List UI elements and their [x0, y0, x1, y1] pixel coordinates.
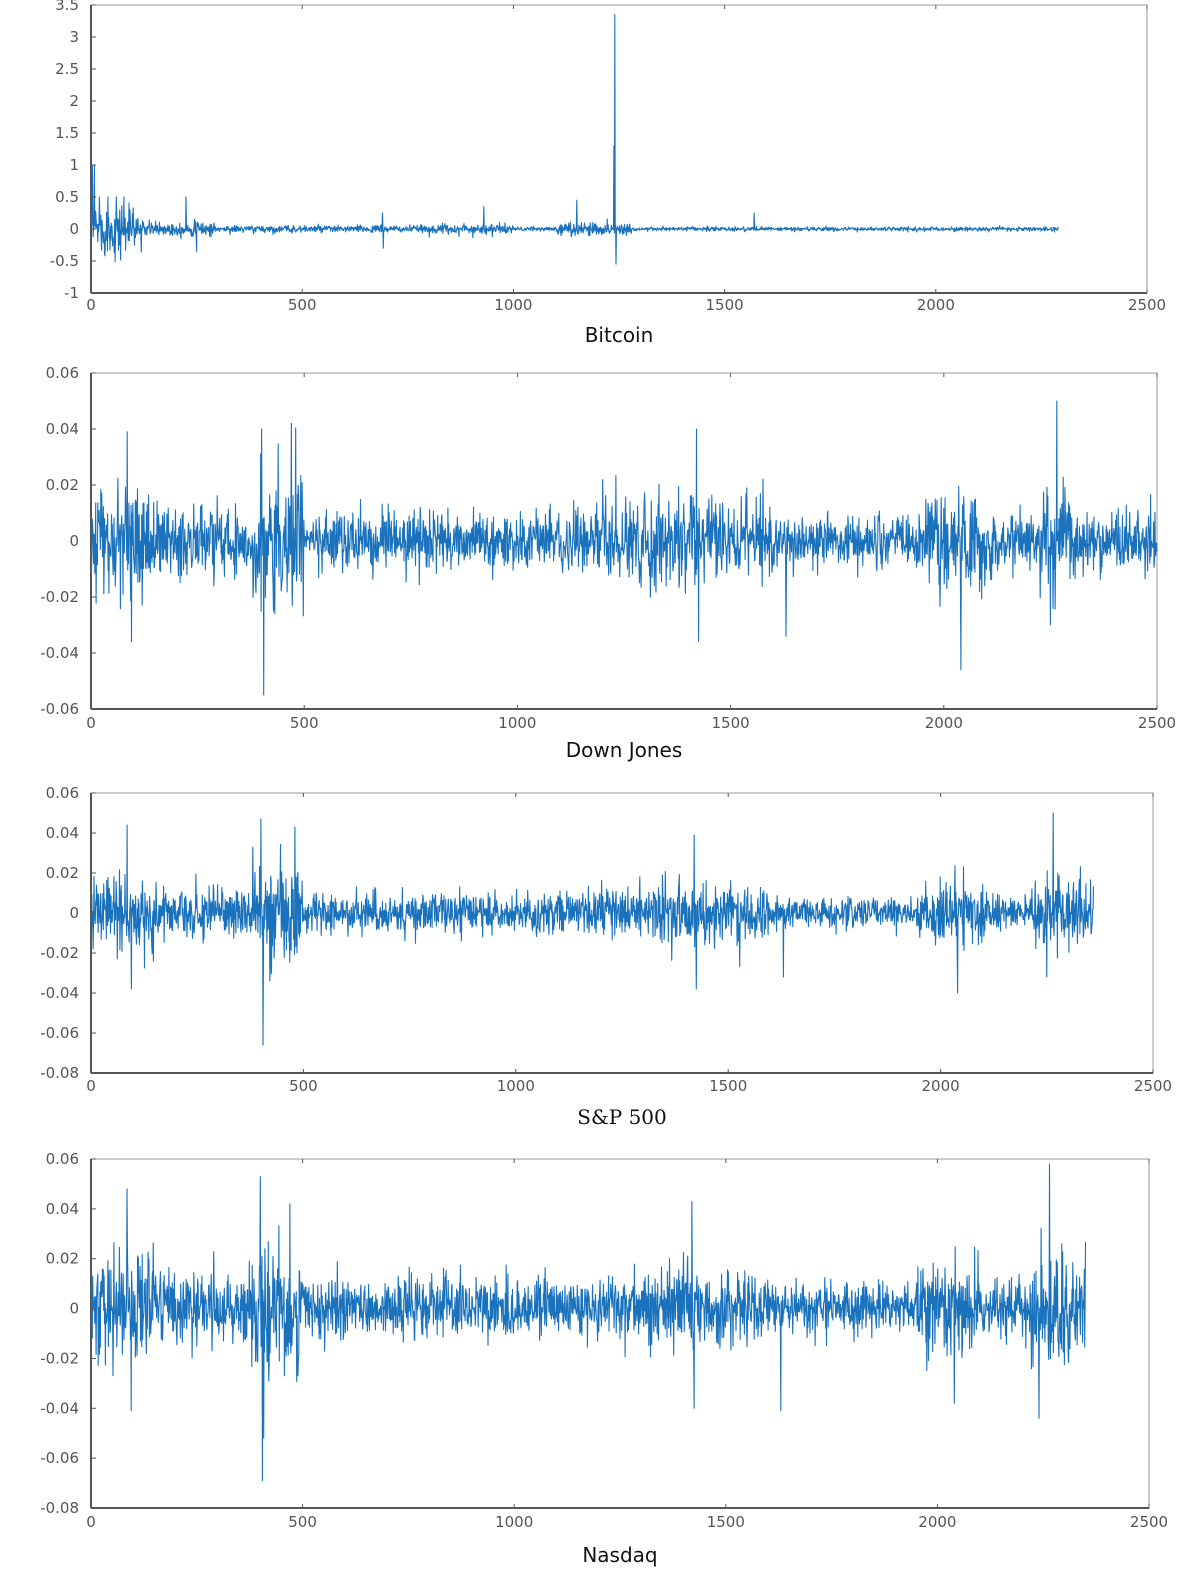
y-tick-label: 0.02	[46, 864, 79, 882]
y-tick-label: 0.02	[46, 1250, 79, 1268]
plot-frame	[90, 372, 1158, 710]
y-tick-label: 0	[69, 220, 79, 238]
y-tick-label: 2	[69, 92, 79, 110]
y-tick-label: -0.08	[40, 1499, 79, 1517]
y-tick-label: -0.04	[40, 644, 79, 662]
series-line	[90, 14, 1059, 265]
x-tick-label: 1000	[497, 1077, 535, 1095]
y-tick-label: 0.04	[46, 1200, 79, 1218]
y-tick-label: -0.04	[40, 984, 79, 1002]
series-line	[90, 812, 1095, 1046]
y-tick-label: 0.04	[46, 824, 79, 842]
panel-title: Down Jones	[566, 738, 683, 762]
panel-down-jones: 0 500 1000 1500 2000 2500 -0.06 -0.04 -0.02 0 0.02…	[40, 364, 1176, 762]
x-tick-label: 2000	[922, 1077, 960, 1095]
x-tick-label: 2500	[1128, 296, 1166, 314]
y-tick-label: 0	[69, 1300, 79, 1318]
y-tick-label: 0	[69, 904, 79, 922]
x-tick-label: 500	[288, 296, 317, 314]
y-tick-label: -0.02	[40, 944, 79, 962]
panel-title: Nasdaq	[582, 1543, 657, 1567]
x-tick-label: 1500	[706, 296, 744, 314]
x-tick-label: 2000	[925, 714, 963, 732]
x-tick-label: 1500	[707, 1513, 745, 1531]
y-tick-label: -0.06	[40, 1024, 79, 1042]
series-line	[90, 400, 1158, 696]
y-tick-label: 0.06	[46, 1150, 79, 1168]
y-tick-label: 0.06	[46, 784, 79, 802]
y-tick-label: 1	[69, 156, 79, 174]
y-tick-label: -0.08	[40, 1064, 79, 1082]
panel-title: Bitcoin	[585, 323, 654, 347]
y-tick-label: 0.02	[46, 476, 79, 494]
x-tick-label: 2500	[1130, 1513, 1168, 1531]
plot-frame	[90, 792, 1154, 1074]
x-tick-label: 1000	[494, 296, 532, 314]
y-tick-label: -0.04	[40, 1399, 79, 1417]
y-tick-label: -0.06	[40, 700, 79, 718]
y-tick-label: 0.06	[46, 364, 79, 382]
y-tick-label: -1	[64, 284, 79, 302]
x-tick-label: 0	[86, 714, 96, 732]
panel-bitcoin: 0 500 1000 1500 2000 2500 -1 -0.5 0 0.5 1 1.5 2 2.5 3 3…	[50, 0, 1166, 347]
y-tick-label: 3.5	[55, 0, 79, 14]
y-tick-label: -0.02	[40, 1349, 79, 1367]
x-tick-label: 2000	[918, 1513, 956, 1531]
y-tick-label: 3	[69, 28, 79, 46]
x-tick-label: 0	[86, 296, 96, 314]
y-tick-label: -0.5	[50, 252, 79, 270]
plot-frame	[90, 4, 1148, 294]
y-tick-label: 2.5	[55, 60, 79, 78]
x-tick-label: 2500	[1138, 714, 1176, 732]
y-tick-label: 1.5	[55, 124, 79, 142]
x-tick-label: 1000	[498, 714, 536, 732]
x-tick-label: 1500	[709, 1077, 747, 1095]
y-tick-label: 0	[69, 532, 79, 550]
x-tick-label: 2000	[917, 296, 955, 314]
x-tick-label: 500	[289, 1077, 318, 1095]
x-tick-label: 500	[290, 714, 319, 732]
y-tick-label: 0.04	[46, 420, 79, 438]
y-tick-label: -0.02	[40, 588, 79, 606]
x-tick-label: 2500	[1134, 1077, 1172, 1095]
x-tick-label: 500	[288, 1513, 317, 1531]
y-tick-label: 0.5	[55, 188, 79, 206]
panel-nasdaq: 0 500 1000 1500 2000 2500 -0.08 -0.06 -0.04 -0.02…	[40, 1150, 1168, 1567]
panel-s-p-500: 0 500 1000 1500 2000 2500 -0.08 -0.06 -0.04 -0.02…	[40, 784, 1172, 1129]
x-tick-label: 0	[86, 1513, 96, 1531]
x-tick-label: 1000	[495, 1513, 533, 1531]
panel-title: S&P 500	[577, 1105, 667, 1129]
x-tick-label: 0	[86, 1077, 96, 1095]
x-tick-label: 1500	[712, 714, 750, 732]
y-tick-label: -0.06	[40, 1449, 79, 1467]
series-line	[90, 1163, 1087, 1482]
